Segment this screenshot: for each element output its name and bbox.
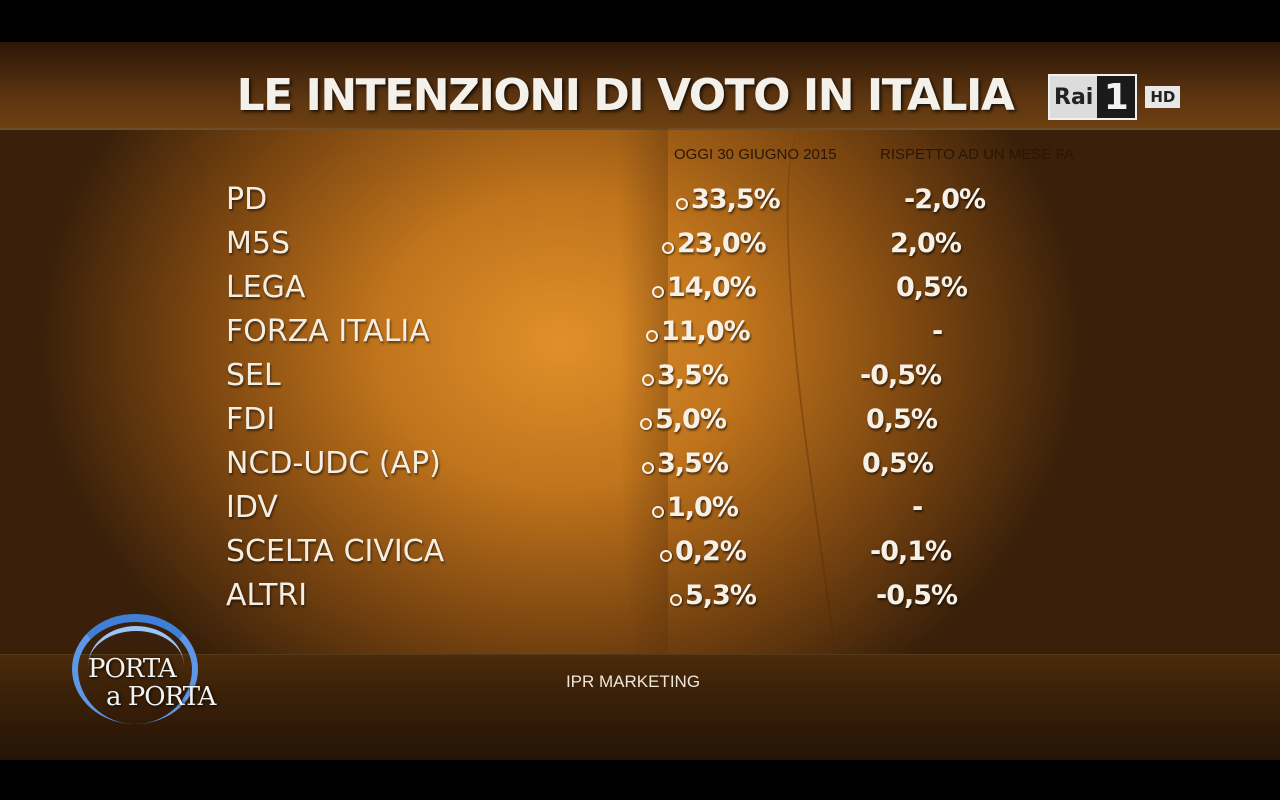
table-row: IDV 1,0% - (0, 490, 1280, 534)
rai-channel-number: 1 (1097, 76, 1136, 118)
poll-graphic: LE INTENZIONI DI VOTO IN ITALIA Rai 1 HD… (0, 42, 1280, 760)
show-logo-line2: a PORTA (106, 682, 216, 712)
vote-share-value: 23,0% (677, 228, 767, 259)
ring-bullet-icon (662, 242, 674, 254)
vote-share-value: 5,3% (685, 580, 757, 611)
vote-share-change: 0,5% (866, 404, 938, 435)
party-name: IDV (226, 490, 278, 525)
table-row: ALTRI 5,3% -0,5% (0, 578, 1280, 622)
table-row: FDI 5,0% 0,5% (0, 402, 1280, 446)
vote-share-value: 5,0% (655, 404, 727, 435)
party-name: SEL (226, 358, 281, 393)
vote-share-today: 23,0% (662, 228, 767, 259)
vote-share-value: 0,2% (675, 536, 747, 567)
rai-brand-text: Rai (1054, 84, 1094, 110)
party-name: FDI (226, 402, 276, 437)
vote-share-today: 3,5% (642, 360, 729, 391)
vote-share-value: 3,5% (657, 360, 729, 391)
table-row: LEGA 14,0% 0,5% (0, 270, 1280, 314)
vote-share-value: 1,0% (667, 492, 739, 523)
show-logo: PORTA a PORTA (66, 614, 216, 724)
page-title: LE INTENZIONI DI VOTO IN ITALIA (236, 70, 1015, 121)
party-name: ALTRI (226, 578, 308, 613)
vote-share-today: 11,0% (646, 316, 751, 347)
table-row: M5S 23,0% 2,0% (0, 226, 1280, 270)
vote-share-today: 0,2% (660, 536, 747, 567)
hd-badge: HD (1145, 86, 1181, 108)
table-row: PD 33,5% -2,0% (0, 182, 1280, 226)
vote-share-today: 5,3% (670, 580, 757, 611)
vote-share-change: -0,5% (860, 360, 942, 391)
source-credit: IPR MARKETING (565, 672, 701, 691)
bottom-band (0, 654, 1280, 760)
vote-share-value: 33,5% (691, 184, 781, 215)
party-name: PD (226, 182, 268, 217)
vote-share-value: 3,5% (657, 448, 729, 479)
vote-share-today: 3,5% (642, 448, 729, 479)
vote-share-change: 2,0% (890, 228, 962, 259)
table-row: FORZA ITALIA 11,0% - (0, 314, 1280, 358)
vote-share-change: -0,5% (876, 580, 958, 611)
column-header-today: OGGI 30 GIUGNO 2015 (674, 146, 837, 163)
vote-share-change: 0,5% (862, 448, 934, 479)
table-row: SEL 3,5% -0,5% (0, 358, 1280, 402)
vote-share-today: 1,0% (652, 492, 739, 523)
ring-bullet-icon (660, 550, 672, 562)
ring-bullet-icon (652, 506, 664, 518)
channel-logo: Rai 1 HD (1048, 74, 1181, 120)
vote-share-change: 0,5% (896, 272, 968, 303)
ring-bullet-icon (652, 286, 664, 298)
ring-bullet-icon (676, 198, 688, 210)
vote-share-value: 11,0% (661, 316, 751, 347)
ring-bullet-icon (646, 330, 658, 342)
vote-share-value: 14,0% (667, 272, 757, 303)
vote-share-change: - (912, 492, 923, 523)
party-name: NCD-UDC (AP) (226, 446, 441, 481)
vote-share-today: 33,5% (676, 184, 781, 215)
vote-share-change: - (932, 316, 943, 347)
party-name: SCELTA CIVICA (226, 534, 445, 569)
vote-share-today: 5,0% (640, 404, 727, 435)
vote-share-today: 14,0% (652, 272, 757, 303)
party-name: LEGA (226, 270, 306, 305)
rai-logo-box: Rai 1 (1048, 74, 1138, 120)
show-logo-line1: PORTA (88, 654, 177, 684)
ring-bullet-icon (640, 418, 652, 430)
column-header-delta: RISPETTO AD UN MESE FA (880, 146, 1074, 163)
party-name: M5S (226, 226, 291, 261)
logo-arc-inner (88, 626, 184, 706)
table-row: SCELTA CIVICA 0,2% -0,1% (0, 534, 1280, 578)
ring-bullet-icon (642, 374, 654, 386)
vote-share-change: -0,1% (870, 536, 952, 567)
party-name: FORZA ITALIA (226, 314, 430, 349)
vote-share-change: -2,0% (904, 184, 986, 215)
ring-bullet-icon (670, 594, 682, 606)
logo-arc-outer (72, 614, 198, 724)
decorative-shadow (620, 128, 668, 688)
table-row: NCD-UDC (AP) 3,5% 0,5% (0, 446, 1280, 490)
ring-bullet-icon (642, 462, 654, 474)
